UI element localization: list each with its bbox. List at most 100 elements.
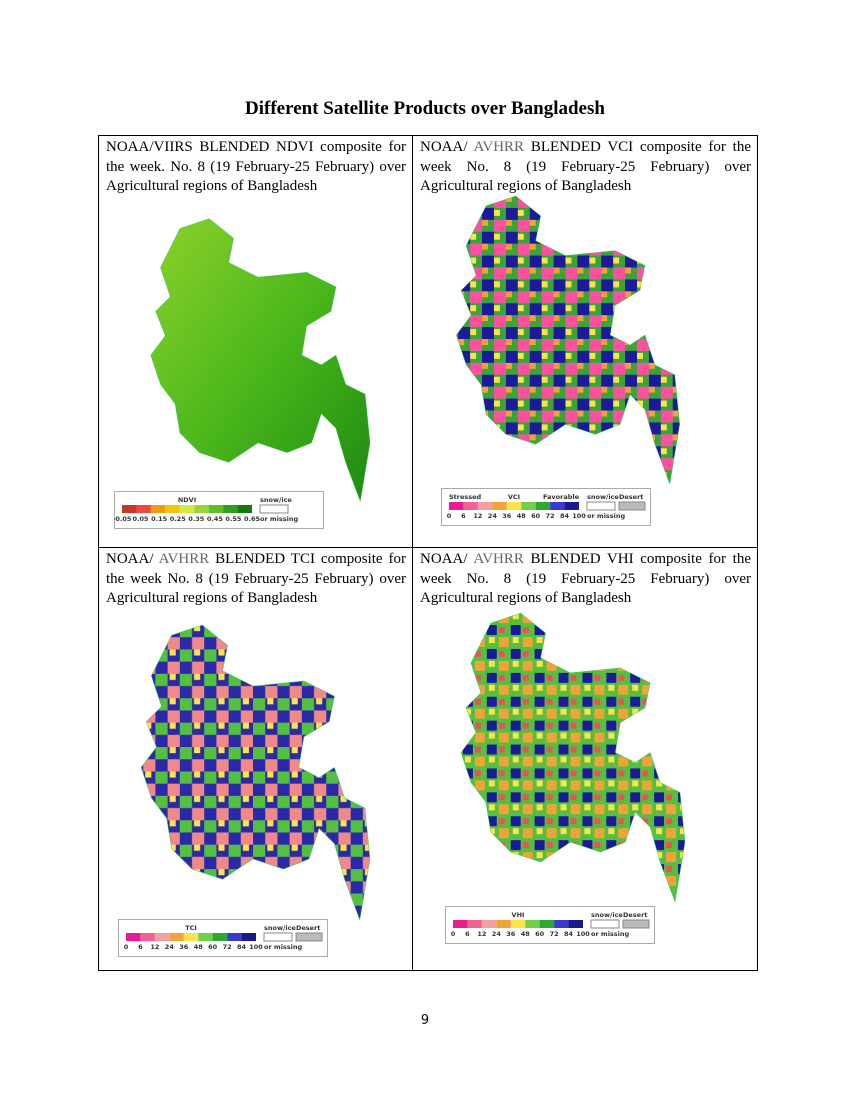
- legend-tick: 24: [165, 943, 175, 951]
- legend-snow: snow/ice: [260, 496, 292, 504]
- legend-snow: snow/ice: [264, 924, 296, 932]
- legend-swatch: [492, 502, 507, 510]
- legend-swatch: [481, 920, 497, 928]
- snow-swatch: [586, 501, 616, 511]
- legend-tick: 72: [223, 943, 232, 951]
- legend-tick: 0.65: [244, 515, 261, 523]
- legend-swatch: [136, 505, 151, 513]
- caption-text: NOAA/: [420, 139, 474, 155]
- legend-swatch: [535, 502, 551, 510]
- legend-title: NDVI: [178, 496, 196, 504]
- table-cell: NOAA/VIIRS BLENDED NDVI composite for th…: [98, 135, 413, 548]
- caption-text: NOAA/: [420, 551, 474, 567]
- legend-swatch: [154, 933, 170, 941]
- legend-tick: 24: [492, 930, 502, 938]
- legend-swatch: [183, 933, 199, 941]
- legend-swatch: [496, 920, 511, 928]
- desert-swatch: [622, 919, 650, 929]
- legend-tick: 48: [194, 943, 204, 951]
- legend-swatch: [521, 502, 536, 510]
- legend-tick: 0.15: [151, 515, 168, 523]
- legend-tick: 12: [473, 512, 482, 520]
- legend-tick: 12: [477, 930, 486, 938]
- legend-tick: 36: [502, 512, 512, 520]
- legend-swatch: [179, 505, 195, 513]
- legend-tick: 100: [572, 512, 586, 520]
- legend-tick: 12: [150, 943, 159, 951]
- legend: VCI Stressed Favorable 0 6 12 24 36 48 60 72 84 100 s…: [441, 488, 651, 526]
- legend-swatch: [169, 933, 184, 941]
- caption-text: AVHRR: [158, 551, 210, 567]
- map-region: [150, 218, 371, 502]
- legend-swatch: [223, 505, 238, 513]
- legend-tick: 60: [531, 512, 541, 520]
- legend-tick: 0.55: [225, 515, 242, 523]
- legend-swatch: [150, 505, 166, 513]
- page-number: 9: [420, 1013, 430, 1028]
- legend-tick: 72: [550, 930, 559, 938]
- snow-swatch: [259, 504, 289, 514]
- legend-swatch: [525, 920, 540, 928]
- map-region: [455, 196, 681, 485]
- legend-tick: 0.25: [170, 515, 187, 523]
- legend-tick: 84: [560, 512, 570, 520]
- table-cell: NOAA/ AVHRR BLENDED VCI composite for th…: [412, 135, 758, 548]
- legend-tick: 100: [576, 930, 590, 938]
- legend-missing: or missing: [587, 512, 626, 520]
- legend-desert: Desert: [623, 911, 647, 919]
- legend-swatch: [550, 502, 565, 510]
- legend-desert: Desert: [619, 493, 643, 501]
- legend-title: VCI: [508, 493, 520, 501]
- legend-missing: or missing: [260, 515, 299, 523]
- legend-tick: 6: [461, 512, 466, 520]
- legend-tick: 100: [249, 943, 263, 951]
- legend-swatch: [140, 933, 155, 941]
- caption-text: BLENDED TCI composite for the week No. 8…: [106, 551, 407, 606]
- legend-swatch: [539, 920, 555, 928]
- legend-swatch: [554, 920, 569, 928]
- legend-tick: 84: [237, 943, 247, 951]
- legend-snow: snow/ice: [587, 493, 619, 501]
- legend-title: VHI: [512, 911, 525, 919]
- legend-swatch: [227, 933, 242, 941]
- legend-swatch: [212, 933, 228, 941]
- map: [455, 196, 681, 485]
- caption-text: AVHRR: [473, 551, 524, 567]
- map: [460, 612, 686, 903]
- legend-tick: 0.45: [207, 515, 224, 523]
- legend-swatch: [564, 502, 579, 510]
- caption-text: NOAA/: [106, 551, 159, 567]
- legend-snow: snow/ice: [591, 911, 623, 919]
- desert-swatch: [295, 932, 323, 942]
- legend-swatch: [510, 920, 526, 928]
- legend-right: Favorable: [543, 493, 580, 501]
- snow-swatch: [263, 932, 293, 942]
- legend-desert: Desert: [296, 924, 320, 932]
- legend-tick: 84: [564, 930, 574, 938]
- legend-missing: or missing: [264, 943, 303, 951]
- map: [140, 624, 371, 921]
- legend-swatch: [208, 505, 224, 513]
- map: [150, 218, 371, 502]
- caption-text: BLENDED VCI composite for the week No. 8…: [420, 139, 752, 194]
- legend-tick: 0.35: [188, 515, 205, 523]
- legend-swatch: [122, 505, 137, 513]
- legend-tick: 48: [521, 930, 531, 938]
- legend: TCI 0 6 12 24 36 48 60 72 84 100 snow/ice or missing…: [118, 919, 328, 957]
- table-cell: NOAA/ AVHRR BLENDED VHI composite for th…: [412, 547, 758, 971]
- map-region: [140, 624, 371, 921]
- legend-swatch: [463, 502, 478, 510]
- legend-swatch: [194, 505, 209, 513]
- legend-tick: 24: [488, 512, 498, 520]
- legend-swatch: [568, 920, 583, 928]
- legend-swatch: [165, 505, 180, 513]
- legend-swatch: [241, 933, 256, 941]
- legend-tick: 60: [208, 943, 218, 951]
- legend: VHI 0 6 12 24 36 48 60 72 84 100 snow/ice or missing…: [445, 906, 655, 944]
- legend-tick: 48: [517, 512, 527, 520]
- legend-tick: -0.05: [114, 515, 132, 523]
- caption: NOAA/ AVHRR BLENDED VHI composite for th…: [420, 550, 751, 609]
- legend-swatch: [449, 502, 464, 510]
- legend-tick: 6: [138, 943, 143, 951]
